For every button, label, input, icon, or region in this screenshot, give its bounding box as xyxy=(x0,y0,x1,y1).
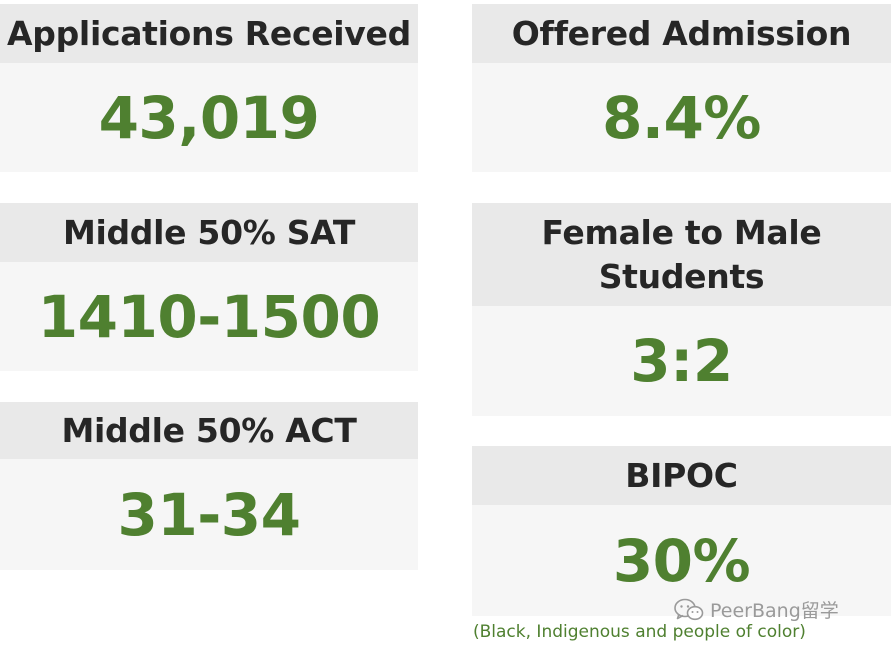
stat-card-bipoc: BIPOC 30% xyxy=(472,446,891,616)
stat-card-title-line-2: Students xyxy=(598,256,765,296)
stat-card-value: 31-34 xyxy=(117,480,302,549)
watermark-text: PeerBang留学 xyxy=(710,600,839,622)
stat-card-value: 30% xyxy=(612,526,751,595)
stat-card-value: 1410-1500 xyxy=(37,282,381,351)
stat-card-act: Middle 50% ACT 31-34 xyxy=(0,402,418,570)
stat-card-applications: Applications Received 43,019 xyxy=(0,4,418,172)
stat-card-title: Middle 50% ACT xyxy=(0,402,418,459)
watermark: PeerBang留学 xyxy=(674,596,839,623)
stat-card-value: 3:2 xyxy=(630,327,733,395)
stat-card-title: Applications Received xyxy=(0,4,418,63)
stat-card-title: Female to Male Students xyxy=(472,203,891,306)
stat-card-offered-admission: Offered Admission 8.4% xyxy=(472,4,891,172)
stat-card-title-line-1: Female to Male xyxy=(541,212,822,252)
stat-card-gender-ratio: Female to Male Students 3:2 xyxy=(472,203,891,416)
stat-card-value: 8.4% xyxy=(602,83,761,152)
stat-card-value: 43,019 xyxy=(98,83,320,152)
stat-card-title: Middle 50% SAT xyxy=(0,203,418,262)
bipoc-footnote: (Black, Indigenous and people of color) xyxy=(473,622,806,642)
wechat-icon xyxy=(674,598,704,622)
stat-card-title: Offered Admission xyxy=(472,4,891,63)
stat-card-sat: Middle 50% SAT 1410-1500 xyxy=(0,203,418,371)
stat-card-title: BIPOC xyxy=(472,446,891,505)
